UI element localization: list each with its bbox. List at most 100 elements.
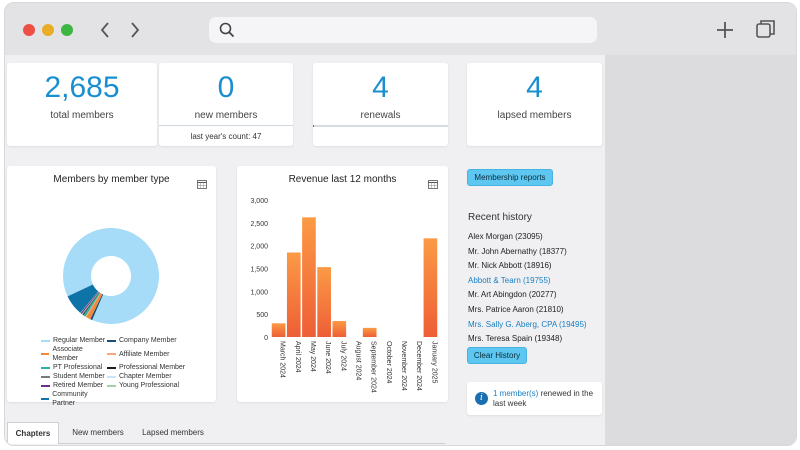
legend-row: Community Partner (41, 390, 201, 408)
legend-swatch (41, 384, 50, 387)
donut-slice-student-member[interactable] (82, 291, 100, 315)
renewal-info-text: 1 member(s) renewed in the last week (493, 389, 598, 409)
renewals-progress-bar (313, 125, 448, 127)
x-tick-label: May 2024 (309, 341, 316, 372)
tab-new-members[interactable]: New members (72, 428, 124, 437)
legend-item[interactable]: Regular Member (41, 336, 107, 345)
legend-item[interactable]: Chapter Member (107, 372, 197, 381)
revenue-bar[interactable] (423, 238, 438, 337)
forward-arrow-icon[interactable] (125, 19, 145, 41)
legend-swatch (107, 339, 116, 342)
revenue-card: Revenue last 12 months 0 500 1,000 1,500 2,0… (237, 166, 448, 402)
calendar-icon[interactable] (197, 176, 207, 189)
x-tick-label: January 2025 (430, 341, 437, 384)
history-item[interactable]: Mr. John Abernathy (18377) (468, 246, 567, 256)
clear-history-button[interactable]: Clear History (467, 347, 527, 364)
x-tick-label: June 2024 (324, 341, 331, 374)
legend-swatch (107, 375, 116, 378)
legend-label: Company Member (119, 337, 177, 344)
legend-item[interactable]: Young Professional (107, 381, 197, 390)
revenue-bar[interactable] (332, 321, 347, 337)
empty-side-panel (605, 55, 796, 445)
donut-slice-chapter-member[interactable] (81, 291, 99, 315)
donut-slice-affiliate-member[interactable] (85, 292, 101, 318)
maximize-window-button[interactable] (61, 24, 73, 36)
y-tick-label: 0 (264, 335, 268, 342)
renewed-members-link[interactable]: 1 member(s) (493, 389, 539, 398)
legend-label: Affiliate Member (119, 350, 170, 358)
revenue-bar[interactable] (286, 252, 301, 337)
back-arrow-icon[interactable] (95, 19, 115, 41)
donut-slice-professional-member[interactable] (82, 292, 100, 316)
stat-value: 4 (526, 71, 543, 104)
x-tick-label: April 2024 (294, 341, 301, 373)
legend-label: Chapter Member (119, 373, 172, 380)
recent-history-title: Recent history (468, 212, 532, 223)
donut-slice-pt-professional[interactable] (83, 292, 101, 317)
dashboard-page: 2,685 total members 0 new members last y… (5, 55, 605, 445)
legend-swatch (41, 353, 50, 355)
browser-toolbar (5, 3, 796, 55)
revenue-bar-chart: 0 500 1,000 1,500 2,000 2,500 3,000 March 2024 A… (250, 198, 438, 393)
tab-overview-icon[interactable] (755, 18, 777, 40)
donut-slice-regular-member[interactable] (63, 228, 160, 324)
donut-slice-associate-member[interactable] (86, 293, 103, 320)
legend-item[interactable]: PT Professional (41, 363, 107, 372)
membership-reports-button[interactable]: Membership reports (467, 169, 553, 186)
legend-label: Retired Member (53, 382, 104, 389)
y-tick-label: 500 (256, 312, 268, 319)
legend-swatch (107, 353, 116, 355)
legend-label: Community Partner (52, 391, 88, 407)
x-tick-label: October 2024 (385, 341, 392, 384)
legend-row: Associate Member Affiliate Member (41, 345, 201, 363)
legend-label: Professional Member (119, 364, 186, 371)
calendar-icon[interactable] (428, 176, 438, 189)
donut-slice-young-professional[interactable] (80, 291, 99, 314)
legend-item[interactable]: Professional Member (107, 363, 197, 372)
y-tick-label: 3,000 (250, 198, 268, 205)
tab-lapsed-members[interactable]: Lapsed members (142, 428, 204, 437)
history-item[interactable]: Alex Morgan (23095) (468, 232, 543, 241)
history-item[interactable]: Mr. Art Abingdon (20277) (468, 290, 557, 300)
close-window-button[interactable] (23, 24, 35, 36)
history-item[interactable]: Mr. Nick Abbott (18916) (468, 261, 552, 271)
history-item[interactable]: Mrs. Sally G. Aberg, CPA (19495) (468, 319, 587, 329)
legend-label: PT Professional (53, 364, 103, 371)
revenue-bar[interactable] (362, 327, 377, 337)
stat-value: 0 (217, 71, 235, 104)
bottom-tab-bar: Chapters New members Lapsed members (5, 422, 445, 444)
donut-slice-retired-member[interactable] (80, 291, 99, 314)
address-bar[interactable] (209, 17, 597, 43)
x-tick-label: November 2024 (400, 341, 407, 391)
new-tab-plus-icon[interactable] (713, 18, 737, 42)
members-by-type-card: Members by member type Regular Member Com… (7, 166, 216, 407)
history-item[interactable]: Mrs. Teresa Spain (19348) (468, 334, 563, 344)
donut-slice-community-partner[interactable] (67, 284, 99, 313)
renewal-info-rest: renewed in the last week (493, 389, 594, 408)
minimize-window-button[interactable] (42, 24, 54, 36)
legend-item[interactable]: Associate Member (41, 345, 107, 363)
stat-label: total members (50, 110, 114, 121)
revenue-bar[interactable] (317, 267, 331, 337)
legend-item[interactable]: Company Member (107, 336, 197, 345)
donut-slice-company-member[interactable] (90, 294, 104, 321)
legend-item[interactable]: Community Partner (41, 390, 107, 408)
legend-label: Student Member (53, 373, 105, 380)
stat-footer: last year's count: 47 (159, 125, 293, 146)
legend-swatch (107, 366, 116, 369)
legend-item[interactable]: Retired Member (41, 381, 107, 390)
history-item[interactable]: Abbott & Tearn (19755) (468, 275, 551, 285)
legend-item[interactable]: Student Member (41, 372, 107, 381)
tab-chapters[interactable]: Chapters (7, 422, 59, 444)
history-item[interactable]: Mrs. Patrice Aaron (21810) (468, 305, 564, 314)
legend-item[interactable]: Affiliate Member (107, 345, 197, 363)
search-icon (219, 22, 235, 38)
stat-label: renewals (360, 110, 401, 121)
revenue-bar[interactable] (271, 323, 286, 337)
x-tick-label: December 2024 (415, 341, 422, 391)
revenue-bar[interactable] (302, 217, 316, 337)
y-tick-label: 2,500 (250, 221, 268, 228)
legend-swatch (41, 339, 50, 342)
y-tick-label: 1,500 (250, 267, 268, 274)
legend-label: Regular Member (53, 337, 106, 344)
